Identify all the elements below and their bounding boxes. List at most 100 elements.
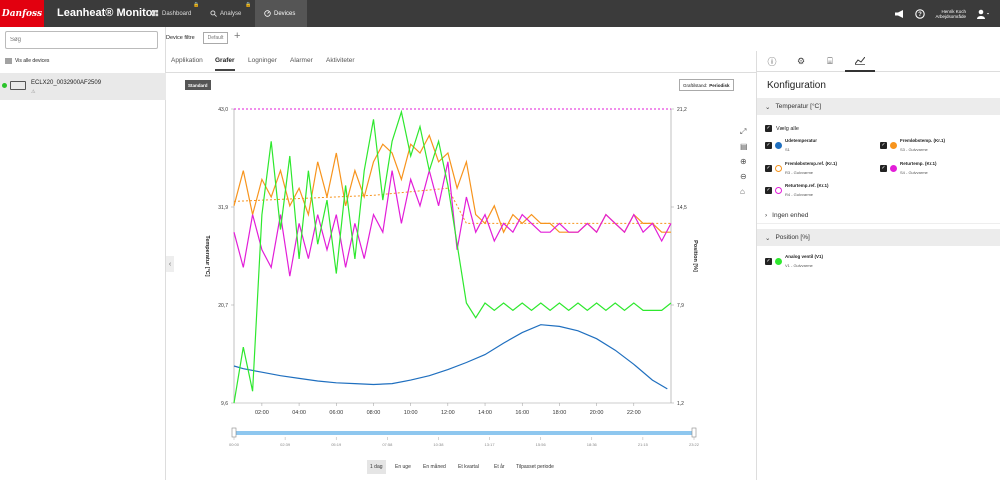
y-axis-label: Temperatur [°C] bbox=[204, 235, 210, 276]
zoom-in-icon[interactable]: ⊕ bbox=[740, 157, 747, 166]
section-no-unit[interactable]: › Ingen enhed bbox=[757, 207, 1000, 224]
time-navigator-handle-right bbox=[691, 427, 697, 438]
series-swatch bbox=[890, 165, 897, 172]
x-tick-label: 20:00 bbox=[590, 410, 604, 416]
config-tabs: ⓘ ⚙ ⌸ bbox=[757, 51, 1000, 72]
series-swatch bbox=[775, 165, 782, 172]
show-all-devices[interactable]: Vis alle devices bbox=[5, 58, 49, 64]
chevron-down-icon: ⌄ bbox=[765, 234, 771, 242]
checkbox-udetemperatur[interactable]: ✓ bbox=[765, 142, 772, 149]
nav-tab-devices[interactable]: Devices bbox=[255, 0, 307, 27]
graph-state-toggle[interactable]: Graftilstand: Periodisk bbox=[679, 79, 734, 91]
svg-text:?: ? bbox=[919, 12, 923, 18]
chevron-down-icon: ⌄ bbox=[765, 103, 771, 111]
collapse-left-panel-button[interactable]: ‹ bbox=[166, 256, 174, 272]
time-navigator-track bbox=[234, 431, 694, 435]
checkbox-returtemp[interactable]: ✓ bbox=[880, 165, 887, 172]
series-sub: S1 bbox=[785, 147, 790, 152]
nav-tab-dashboard[interactable]: Dashboard bbox=[152, 0, 198, 27]
series-line-3 bbox=[233, 161, 672, 277]
list-icon bbox=[5, 58, 12, 64]
series-swatch bbox=[775, 258, 782, 265]
nav-tick-label: 15:56 bbox=[536, 442, 547, 447]
gauge-icon bbox=[264, 10, 271, 17]
y2-tick-label: 14,5 bbox=[677, 205, 687, 211]
y2-tick-label: 21,2 bbox=[677, 107, 687, 113]
tab-alarmer[interactable]: Alarmer bbox=[290, 57, 313, 64]
range-month[interactable]: En måned bbox=[423, 464, 446, 470]
tab-grafer[interactable]: Grafer bbox=[215, 57, 235, 71]
series-line-5 bbox=[233, 109, 672, 404]
chart-icon[interactable] bbox=[845, 51, 875, 72]
x-tick-label: 14:00 bbox=[478, 410, 492, 416]
range-1-day[interactable]: 1 dag bbox=[367, 460, 386, 474]
nav-tick-label: 13:17 bbox=[485, 442, 496, 447]
gear-icon[interactable]: ⚙ bbox=[796, 56, 806, 66]
y-tick-label: 20,7 bbox=[218, 303, 228, 309]
home-icon[interactable]: ⌂ bbox=[740, 187, 745, 196]
y2-axis-label: Position [%] bbox=[692, 240, 698, 272]
checkbox-analog-ventil[interactable]: ✓ bbox=[765, 258, 772, 265]
tab-logninger[interactable]: Logninger bbox=[248, 57, 277, 64]
nav-tick-label: 23:22 bbox=[689, 442, 700, 447]
select-all-checkbox[interactable]: ✓ bbox=[765, 125, 772, 132]
range-year[interactable]: Et år bbox=[494, 464, 505, 470]
filter-default-chip[interactable]: Default bbox=[203, 32, 228, 44]
x-tick-label: 02:00 bbox=[255, 410, 269, 416]
select-all-label: Vælg alle bbox=[776, 126, 799, 132]
x-tick-label: 08:00 bbox=[367, 410, 381, 416]
user-name[interactable]: Henrik Koch Arbejdsområde bbox=[935, 8, 966, 19]
megaphone-icon[interactable] bbox=[894, 9, 905, 19]
chevron-right-icon: › bbox=[765, 211, 768, 219]
dashboard-icon bbox=[152, 10, 159, 17]
x-tick-label: 06:00 bbox=[329, 410, 343, 416]
building-icon[interactable]: ⌸ bbox=[827, 56, 833, 66]
device-list-panel: Vis alle devices ECLX20_0032900AF2509 ⚠ bbox=[0, 27, 166, 480]
nav-tick-label: 21:15 bbox=[638, 442, 649, 447]
series-sub: V1 - Gulvvarme bbox=[785, 263, 813, 268]
x-tick-label: 16:00 bbox=[515, 410, 529, 416]
nav-tab-analyse[interactable]: Analyse bbox=[210, 0, 250, 27]
help-icon[interactable]: ? bbox=[915, 8, 926, 19]
series-name: Analog ventil (V1) bbox=[785, 254, 824, 259]
device-list-item[interactable]: ECLX20_0032900AF2509 ⚠ bbox=[0, 73, 166, 100]
x-tick-label: 12:00 bbox=[441, 410, 455, 416]
device-filter-label: Device filtre bbox=[166, 35, 195, 41]
device-tabs: Applikation Grafer Logninger Alarmer Akt… bbox=[166, 51, 756, 73]
online-status-dot bbox=[2, 83, 7, 88]
range-custom[interactable]: Tilpasset periode bbox=[516, 464, 554, 470]
search-input[interactable] bbox=[5, 31, 158, 49]
series-swatch bbox=[775, 142, 782, 149]
lock-icon: 🔒 bbox=[193, 2, 200, 8]
user-avatar-icon[interactable] bbox=[976, 9, 990, 19]
lock-icon: 🔒 bbox=[245, 2, 252, 8]
checkbox-fremlobstemp[interactable]: ✓ bbox=[880, 142, 887, 149]
tab-applikation[interactable]: Applikation bbox=[171, 57, 203, 64]
info-icon[interactable]: ⓘ bbox=[767, 57, 777, 67]
checkbox-fremlobstemp-ref[interactable]: ✓ bbox=[765, 165, 772, 172]
x-tick-label: 22:00 bbox=[627, 410, 641, 416]
danfoss-logo: Danfoss bbox=[0, 0, 44, 27]
section-temperature[interactable]: ⌄ Temperatur [°C] bbox=[757, 98, 1000, 115]
standard-badge[interactable]: Standard bbox=[185, 80, 211, 90]
device-name: ECLX20_0032900AF2509 bbox=[31, 80, 102, 86]
export-icon[interactable]: ▤ bbox=[740, 142, 748, 151]
zoom-out-icon[interactable]: ⊖ bbox=[740, 172, 747, 181]
add-filter-button[interactable]: + bbox=[234, 30, 241, 42]
series-swatch bbox=[890, 142, 897, 149]
range-quarter[interactable]: Et kvartal bbox=[458, 464, 479, 470]
line-chart[interactable]: 9,6 20,7 31,9 43,0 1,2 7,9 14,5 21,2 Temperatur … bbox=[166, 73, 756, 480]
configuration-panel: ⓘ ⚙ ⌸ Konfiguration ⌄ Temperatur [°C] ✓ V… bbox=[756, 51, 1000, 480]
time-navigator-handle-left bbox=[231, 427, 237, 438]
nav-tick-label: 07:58 bbox=[382, 442, 393, 447]
fullscreen-icon[interactable]: ⤢ bbox=[740, 127, 747, 136]
tab-aktiviteter[interactable]: Aktiviteter bbox=[326, 57, 355, 64]
range-week[interactable]: En uge bbox=[395, 464, 411, 470]
series-name: Fremløbstemp. (Kr.1) bbox=[900, 138, 946, 143]
y-tick-label: 9,6 bbox=[221, 401, 228, 407]
section-position[interactable]: ⌄ Position [%] bbox=[757, 229, 1000, 246]
checkbox-returtemp-ref[interactable]: ✓ bbox=[765, 187, 772, 194]
controller-icon bbox=[10, 81, 26, 90]
series-sub: S4 - Gulvvarme bbox=[900, 170, 928, 175]
nav-tab-label: Devices bbox=[274, 10, 296, 17]
